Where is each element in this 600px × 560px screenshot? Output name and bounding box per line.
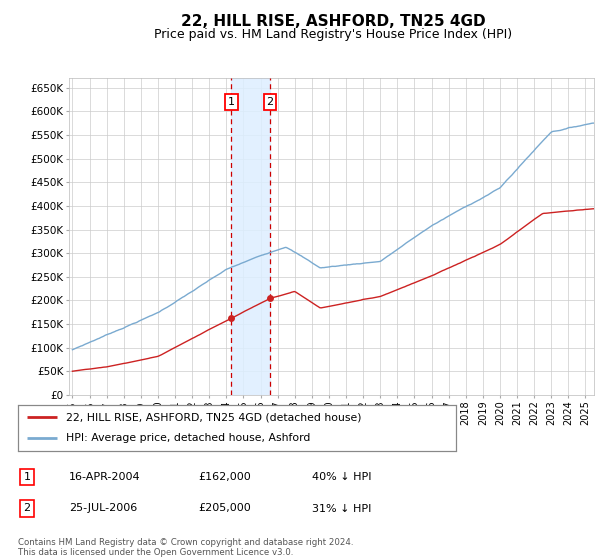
Text: 25-JUL-2006: 25-JUL-2006 bbox=[69, 503, 137, 514]
Text: 40% ↓ HPI: 40% ↓ HPI bbox=[312, 472, 371, 482]
Text: £205,000: £205,000 bbox=[198, 503, 251, 514]
Text: 22, HILL RISE, ASHFORD, TN25 4GD (detached house): 22, HILL RISE, ASHFORD, TN25 4GD (detach… bbox=[66, 412, 362, 422]
Text: Price paid vs. HM Land Registry's House Price Index (HPI): Price paid vs. HM Land Registry's House … bbox=[154, 28, 512, 41]
Text: 2: 2 bbox=[266, 97, 274, 107]
Text: 1: 1 bbox=[228, 97, 235, 107]
Text: 31% ↓ HPI: 31% ↓ HPI bbox=[312, 503, 371, 514]
Text: HPI: Average price, detached house, Ashford: HPI: Average price, detached house, Ashf… bbox=[66, 433, 311, 444]
Text: 16-APR-2004: 16-APR-2004 bbox=[69, 472, 140, 482]
Text: £162,000: £162,000 bbox=[198, 472, 251, 482]
Text: 2: 2 bbox=[23, 503, 31, 514]
Text: 22, HILL RISE, ASHFORD, TN25 4GD: 22, HILL RISE, ASHFORD, TN25 4GD bbox=[181, 14, 485, 29]
Text: 1: 1 bbox=[23, 472, 31, 482]
Bar bbox=[231, 78, 270, 395]
Text: Contains HM Land Registry data © Crown copyright and database right 2024.
This d: Contains HM Land Registry data © Crown c… bbox=[18, 538, 353, 557]
